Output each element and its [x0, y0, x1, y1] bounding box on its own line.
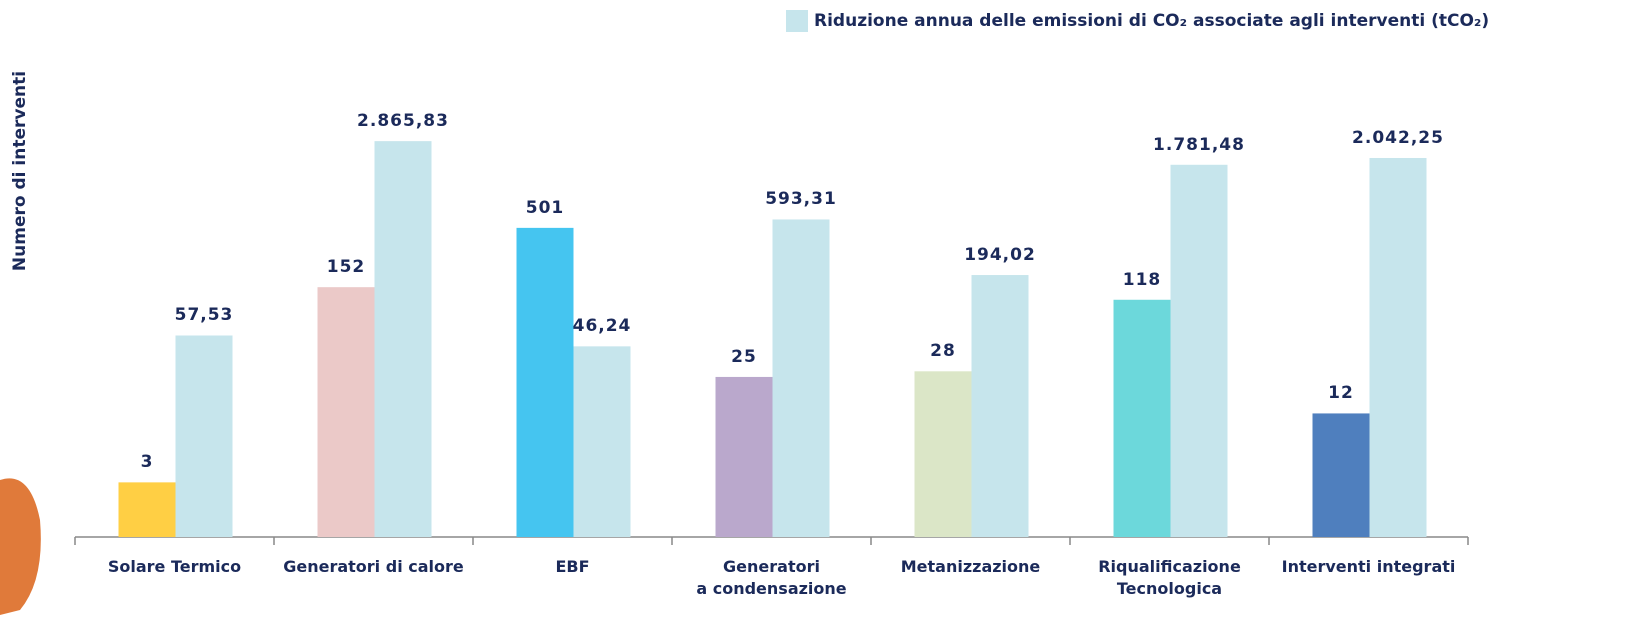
- value-label: 12: [1281, 383, 1401, 403]
- value-label: 2.042,25: [1338, 128, 1458, 148]
- value-label: 593,31: [741, 189, 861, 209]
- bar: [176, 335, 233, 537]
- chart: Riduzione annua delle emissioni di CO₂ a…: [0, 0, 1651, 633]
- bar: [517, 228, 574, 537]
- bar: [1171, 165, 1228, 537]
- x-tick-label: Interventi integrati: [1269, 556, 1469, 578]
- bar: [972, 275, 1029, 537]
- bar: [1313, 413, 1370, 537]
- bar: [1114, 300, 1171, 537]
- bar: [773, 219, 830, 537]
- x-tick-label: Riqualificazione Tecnologica: [1070, 556, 1270, 600]
- hand-decoration: [0, 478, 41, 615]
- bar: [119, 482, 176, 537]
- bar: [915, 371, 972, 537]
- value-label: 25: [684, 347, 804, 367]
- bar: [574, 346, 631, 537]
- value-label: 501: [485, 198, 605, 218]
- x-tick-label: Generatori di calore: [274, 556, 474, 578]
- x-tick-label: Generatori a condensazione: [672, 556, 872, 600]
- value-label: 118: [1082, 270, 1202, 290]
- value-label: 1.781,48: [1139, 135, 1259, 155]
- bar: [318, 287, 375, 537]
- value-label: 3: [87, 452, 207, 472]
- value-label: 57,53: [144, 305, 264, 325]
- value-label: 152: [286, 257, 406, 277]
- bar: [716, 377, 773, 537]
- value-label: 28: [883, 341, 1003, 361]
- legend-label: Riduzione annua delle emissioni di CO₂ a…: [814, 10, 1489, 32]
- value-label: 46,24: [542, 316, 662, 336]
- bar: [1370, 158, 1427, 537]
- x-tick-label: Solare Termico: [75, 556, 275, 578]
- legend-swatch: [786, 10, 808, 32]
- x-tick-label: EBF: [473, 556, 673, 578]
- y-axis-title: Numero di interventi: [9, 61, 31, 281]
- bar: [375, 141, 432, 537]
- x-tick-label: Metanizzazione: [871, 556, 1071, 578]
- value-label: 2.865,83: [343, 111, 463, 131]
- value-label: 194,02: [940, 245, 1060, 265]
